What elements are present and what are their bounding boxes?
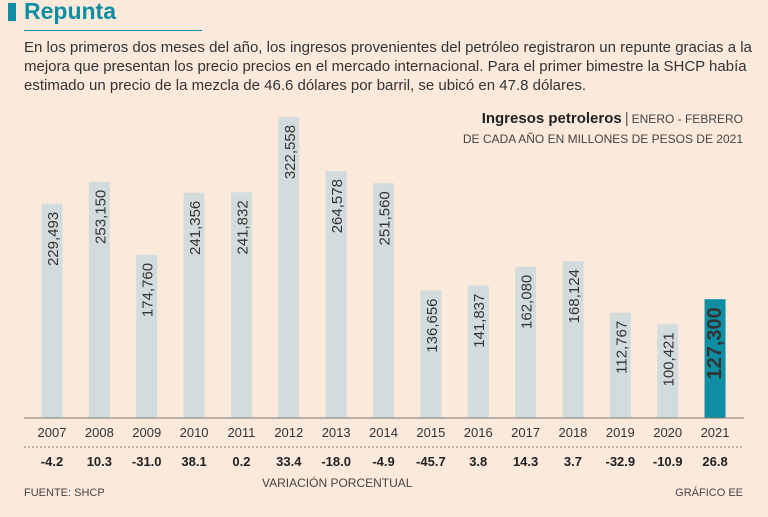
year-label-2009: 2009: [132, 425, 161, 440]
year-label-2016: 2016: [464, 425, 493, 440]
variation-2012: 33.4: [276, 454, 302, 469]
variation-2013: -18.0: [321, 454, 351, 469]
bar-2014: [373, 183, 395, 418]
value-label-2018: 168,124: [566, 269, 583, 323]
variation-2007: -4.2: [41, 454, 63, 469]
value-label-2007: 229,493: [45, 212, 62, 266]
variation-2019: -32.9: [605, 454, 635, 469]
value-label-2017: 162,080: [519, 275, 536, 329]
value-label-2021: 127,300: [704, 307, 726, 379]
page-title: Repunta: [24, 0, 116, 24]
year-label-2017: 2017: [511, 425, 540, 440]
value-label-2008: 253,150: [92, 190, 109, 244]
year-label-2008: 2008: [85, 425, 114, 440]
bar-2013: [325, 171, 347, 418]
year-label-2011: 2011: [227, 425, 255, 440]
bar-2017: [515, 266, 537, 418]
year-label-2013: 2013: [322, 425, 351, 440]
value-label-2011: 241,832: [234, 200, 251, 254]
title-separator: |: [624, 110, 629, 127]
year-label-2021: 2021: [701, 425, 730, 440]
variation-2015: -45.7: [416, 454, 446, 469]
value-label-2010: 241,356: [187, 201, 204, 255]
chart-title: Ingresos petroleros: [481, 110, 622, 127]
variation-2016: 3.8: [469, 454, 487, 469]
value-label-2013: 264,578: [329, 179, 346, 233]
bar-2009: [136, 254, 158, 418]
bar-2011: [230, 192, 252, 418]
variation-2020: -10.9: [653, 454, 683, 469]
year-label-2018: 2018: [558, 425, 587, 440]
value-label-2014: 251,560: [377, 191, 394, 245]
variation-2011: 0.2: [232, 454, 250, 469]
variation-2008: 10.3: [87, 454, 112, 469]
variation-2018: 3.7: [564, 454, 582, 469]
year-label-2012: 2012: [274, 425, 303, 440]
chart-subtitle: DE CADA AÑO EN MILLONES DE PESOS DE 2021: [462, 132, 743, 146]
bar-2018: [562, 261, 584, 418]
chart-period: ENERO - FEBRERO: [631, 112, 743, 126]
value-label-2015: 136,656: [424, 298, 441, 352]
value-label-2020: 100,421: [661, 332, 678, 386]
year-label-2015: 2015: [416, 425, 445, 440]
chart-title-block: Ingresos petroleros | ENERO - FEBRERO: [482, 110, 743, 127]
year-label-2010: 2010: [180, 425, 209, 440]
bar-2007: [41, 203, 63, 418]
bar-2012: [278, 116, 300, 419]
source-label: FUENTE: SHCP: [24, 487, 105, 499]
value-label-2012: 322,558: [282, 125, 299, 179]
credit-label: GRÁFICO EE: [675, 487, 743, 499]
variation-2009: -31.0: [132, 454, 162, 469]
bar-2016: [467, 285, 489, 418]
value-label-2016: 141,837: [471, 294, 488, 348]
bar-2021: [704, 299, 726, 418]
year-label-2019: 2019: [606, 425, 635, 440]
value-label-2009: 174,760: [140, 263, 157, 317]
variation-2010: 38.1: [181, 454, 206, 469]
year-label-2014: 2014: [369, 425, 398, 440]
bar-2015: [420, 290, 442, 418]
variation-caption: VARIACIÓN PORCENTUAL: [262, 476, 413, 490]
bar-2008: [88, 181, 110, 418]
year-label-2007: 2007: [38, 425, 67, 440]
bar-2010: [183, 192, 205, 418]
variation-2021: 26.8: [702, 454, 727, 469]
title-accent-bar: [8, 3, 16, 21]
title-underline: [24, 30, 202, 31]
variation-2014: -4.9: [372, 454, 394, 469]
intro-paragraph: En los primeros dos meses del año, los i…: [24, 39, 752, 94]
variation-2017: 14.3: [513, 454, 538, 469]
bar-2019: [609, 312, 631, 418]
value-label-2019: 112,767: [613, 321, 630, 374]
bar-2020: [657, 324, 679, 418]
year-label-2020: 2020: [653, 425, 682, 440]
